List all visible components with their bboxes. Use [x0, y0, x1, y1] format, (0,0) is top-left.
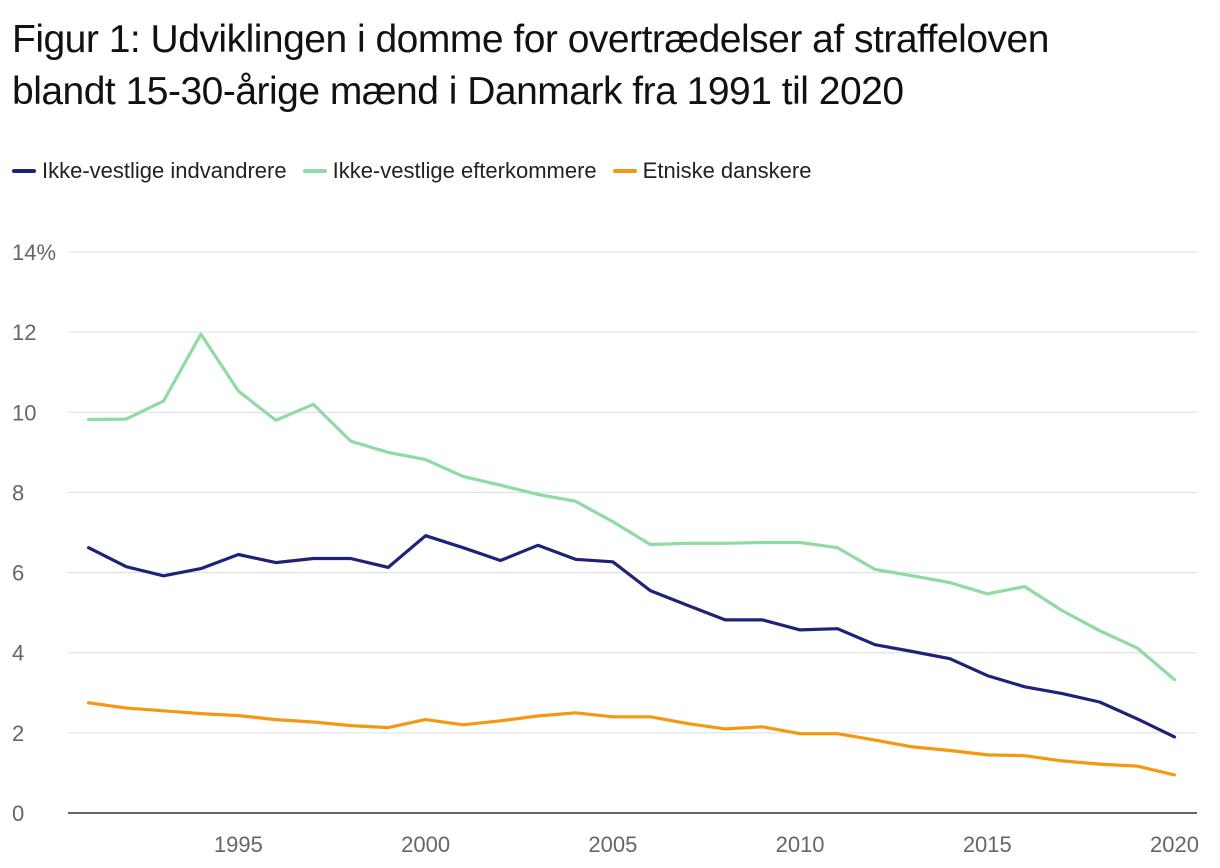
y-tick-label-8: 8 — [12, 480, 24, 505]
y-tick-label-12: 12 — [12, 320, 36, 345]
y-tick-label-10: 10 — [12, 400, 36, 425]
series-line-2 — [86, 701, 1177, 777]
series-line-1 — [86, 332, 1177, 682]
y-tick-label-14: 14% — [12, 240, 56, 265]
legend-item-etniske-danskere: Etniske danskere — [612, 158, 812, 184]
x-tick-label-2000: 2000 — [401, 832, 450, 857]
series-line-0 — [86, 534, 1177, 739]
legend-item-efterkommere: Ikke-vestlige efterkommere — [302, 158, 597, 184]
legend-swatch-etniske-danskere — [612, 169, 637, 173]
chart-title-line-2: blandt 15-30-årige mænd i Danmark fra 19… — [12, 70, 904, 113]
legend: Ikke-vestlige indvandrere Ikke-vestlige … — [12, 158, 827, 184]
chart-title-line-1: Figur 1: Udviklingen i domme for overtræ… — [12, 18, 1049, 61]
x-tick-label-2015: 2015 — [963, 832, 1012, 857]
x-tick-label-2010: 2010 — [776, 832, 825, 857]
x-tick-label-2005: 2005 — [588, 832, 637, 857]
x-tick-label-2020: 2020 — [1150, 832, 1199, 857]
legend-swatch-efterkommere — [302, 169, 327, 173]
y-tick-label-0: 0 — [12, 801, 24, 826]
chart-title: Figur 1: Udviklingen i domme for overtræ… — [12, 14, 1212, 118]
x-tick-label-1995: 1995 — [214, 832, 263, 857]
legend-label-efterkommere: Ikke-vestlige efterkommere — [332, 158, 597, 183]
legend-item-indvandrere: Ikke-vestlige indvandrere — [12, 158, 287, 184]
legend-swatch-indvandrere — [12, 169, 36, 173]
y-tick-label-6: 6 — [12, 561, 24, 586]
y-tick-label-4: 4 — [12, 641, 24, 666]
legend-label-indvandrere: Ikke-vestlige indvandrere — [42, 158, 287, 183]
legend-label-etniske-danskere: Etniske danskere — [642, 158, 812, 183]
y-tick-label-2: 2 — [12, 721, 24, 746]
